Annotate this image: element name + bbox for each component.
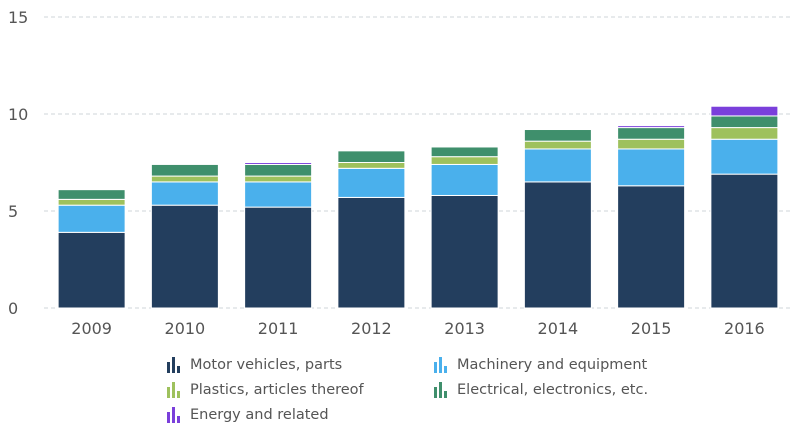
legend-item[interactable]: Electrical, electronics, etc. xyxy=(433,382,648,398)
bar-segment xyxy=(337,167,406,198)
x-tick-label: 2014 xyxy=(538,319,579,338)
x-tick-label: 2011 xyxy=(258,319,299,338)
bar-segment xyxy=(617,148,686,187)
x-tick-label: 2009 xyxy=(71,319,112,338)
bar-segment xyxy=(523,148,592,183)
bar-segment xyxy=(523,129,592,142)
bar-segment xyxy=(710,138,779,175)
x-tick-label: 2013 xyxy=(444,319,485,338)
x-axis-tick-labels: 2009 2010 2011 2012 2013 2014 2015 2016 xyxy=(71,319,764,338)
legend-label: Motor vehicles, parts xyxy=(190,357,343,373)
legend-item[interactable]: Energy and related xyxy=(166,407,329,423)
bar-segment xyxy=(150,204,219,309)
bar-chart-icon xyxy=(434,357,447,373)
bar-segment xyxy=(617,185,686,309)
legend-item[interactable]: Motor vehicles, parts xyxy=(166,357,342,373)
bar-segment xyxy=(57,204,126,233)
bar-chart-icon xyxy=(167,382,180,398)
bar-segment xyxy=(150,181,219,206)
bar-stack-2011 xyxy=(244,162,313,309)
x-tick-label: 2015 xyxy=(631,319,672,338)
bar-segment xyxy=(244,163,313,177)
bar-segment xyxy=(710,105,779,117)
bar-segment xyxy=(617,127,686,140)
bar-segment xyxy=(244,181,313,208)
bar-segment xyxy=(337,196,406,309)
bar-segment xyxy=(710,173,779,309)
y-tick-label: 5 xyxy=(8,202,18,221)
x-tick-label: 2010 xyxy=(165,319,206,338)
bar-segment xyxy=(337,162,406,169)
bar-stack-2015 xyxy=(617,125,686,309)
bar-segment xyxy=(57,189,126,200)
bars xyxy=(57,105,779,309)
legend-label: Energy and related xyxy=(190,407,329,423)
bar-segment xyxy=(430,146,499,158)
bar-segment xyxy=(244,162,313,165)
bar-chart-icon xyxy=(167,407,180,423)
grid-lines xyxy=(44,16,790,309)
y-tick-label: 10 xyxy=(8,105,28,124)
bar-stack-2016 xyxy=(710,105,779,309)
legend-label: Plastics, articles thereof xyxy=(190,382,364,398)
bar-segment xyxy=(430,163,499,196)
bar-segment xyxy=(57,198,126,206)
bar-segment xyxy=(523,181,592,309)
legend-item[interactable]: Plastics, articles thereof xyxy=(166,382,364,398)
x-tick-label: 2016 xyxy=(724,319,765,338)
bar-segment xyxy=(150,163,219,177)
bar-segment xyxy=(244,206,313,309)
bar-segment xyxy=(710,115,779,129)
y-tick-label: 15 xyxy=(8,8,28,27)
bar-stack-2009 xyxy=(57,189,126,309)
bar-segment xyxy=(617,138,686,150)
legend: Motor vehicles, parts Machinery and equip… xyxy=(0,352,794,430)
bar-chart-icon xyxy=(434,382,447,398)
bar-chart-icon xyxy=(167,357,180,373)
x-tick-label: 2012 xyxy=(351,319,392,338)
bar-segment xyxy=(57,231,126,309)
y-tick-label: 0 xyxy=(8,299,18,318)
bar-segment xyxy=(244,175,313,183)
bar-segment xyxy=(337,150,406,164)
bar-stack-2014 xyxy=(523,129,592,309)
bar-stack-2012 xyxy=(337,150,406,309)
legend-label: Machinery and equipment xyxy=(457,357,648,373)
bar-segment xyxy=(150,175,219,183)
bar-stack-2010 xyxy=(150,163,219,309)
bar-segment xyxy=(523,140,592,150)
legend-label: Electrical, electronics, etc. xyxy=(457,382,649,398)
bar-stack-2013 xyxy=(430,146,499,309)
legend-item[interactable]: Machinery and equipment xyxy=(433,357,647,373)
bar-segment xyxy=(710,127,779,140)
bar-segment xyxy=(617,125,686,129)
stacked-bar-chart: 0 5 10 15 2009 2010 2011 2012 2013 2014 2015 2016 xyxy=(8,8,790,338)
y-axis-tick-labels: 0 5 10 15 xyxy=(8,8,28,318)
bar-segment xyxy=(430,194,499,309)
bar-segment xyxy=(430,156,499,165)
